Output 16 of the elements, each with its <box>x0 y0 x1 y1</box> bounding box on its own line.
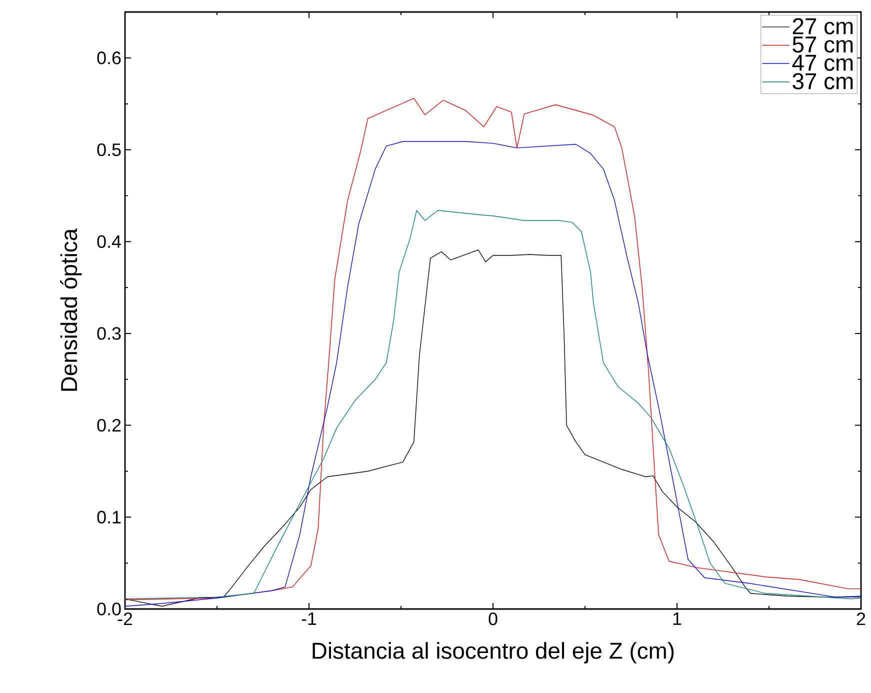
y-tick-label: 0.1 <box>97 510 121 524</box>
y-tick-label: 0.2 <box>97 418 121 432</box>
legend-label: 47 cm <box>792 54 853 71</box>
y-tick-label: 0.6 <box>97 52 121 64</box>
x-tick-label: 1 <box>673 612 682 625</box>
y-axis-title: Densidad óptica <box>60 228 82 391</box>
legend-label: 27 cm <box>792 18 853 34</box>
x-tick-label: 0 <box>488 612 498 626</box>
x-tick-label: -1 <box>302 612 316 625</box>
y-tick-label: 0.5 <box>97 143 121 156</box>
x-tick-label: 2 <box>856 612 866 626</box>
legend-label: 37 cm <box>792 73 853 90</box>
legend-label: 57 cm <box>792 36 853 53</box>
y-tick-label: 0.3 <box>97 327 121 340</box>
y-tick-label: 0.4 <box>97 235 121 248</box>
x-axis-title: Distancia al isocentro del eje Z (cm) <box>312 642 674 664</box>
